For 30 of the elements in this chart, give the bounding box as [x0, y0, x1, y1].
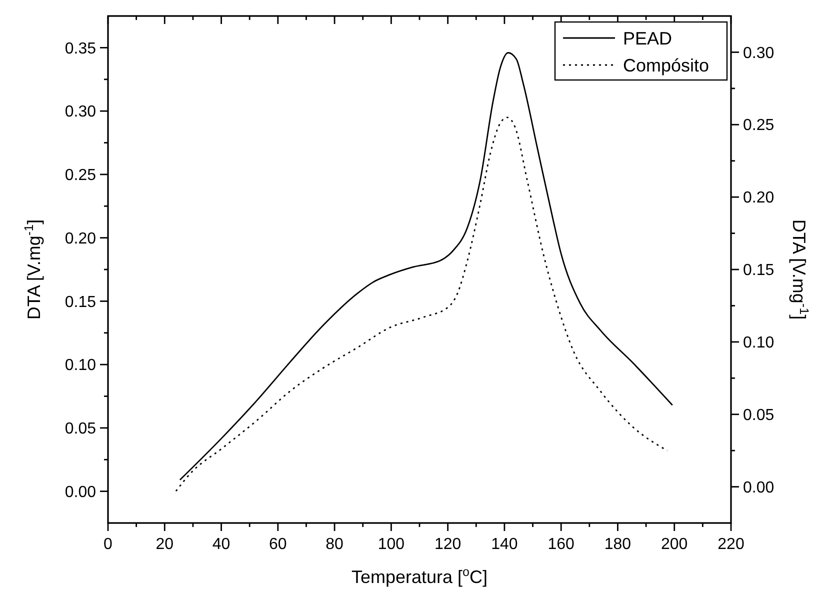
x-axis-title: Temperatura [$^{o}$C] — [351, 565, 488, 587]
y2-tick-label: 0.20 — [743, 190, 774, 207]
y-tick-label: 0.05 — [64, 420, 96, 438]
legend-label: Compósito — [623, 55, 710, 76]
x-tick-label: 60 — [269, 536, 287, 553]
y-tick-label: 0.30 — [64, 104, 96, 121]
y-tick-label: 0.10 — [64, 357, 96, 374]
y2-tick-label: 0.15 — [743, 262, 774, 280]
x-tick-label: 220 — [718, 536, 744, 553]
y2-tick-label: 0.10 — [743, 334, 774, 352]
x-tick-label: 100 — [378, 536, 405, 553]
legend-label: PEAD — [623, 28, 672, 48]
x-tick-label: 20 — [156, 536, 174, 553]
x-tick-label: 140 — [491, 536, 518, 553]
y-tick-label: 0.20 — [64, 230, 96, 248]
x-tick-label: 80 — [326, 536, 344, 553]
y-tick-label: 0.25 — [64, 167, 96, 184]
y2-tick-label: 0.00 — [743, 479, 774, 496]
x-tick-label: 200 — [661, 536, 688, 553]
y-tick-label: 0.00 — [64, 484, 96, 501]
x-tick-label: 160 — [548, 536, 575, 553]
y2-tick-label: 0.05 — [743, 406, 774, 424]
x-tick-label: 180 — [604, 536, 632, 553]
y2-tick-label: 0.25 — [743, 117, 774, 134]
y-tick-label: 0.15 — [64, 294, 96, 311]
x-tick-label: 0 — [104, 536, 113, 553]
y-tick-label: 0.35 — [64, 40, 96, 58]
y2-tick-label: 0.30 — [743, 44, 774, 62]
x-tick-label: 40 — [212, 536, 230, 553]
x-tick-label: 120 — [434, 536, 462, 553]
